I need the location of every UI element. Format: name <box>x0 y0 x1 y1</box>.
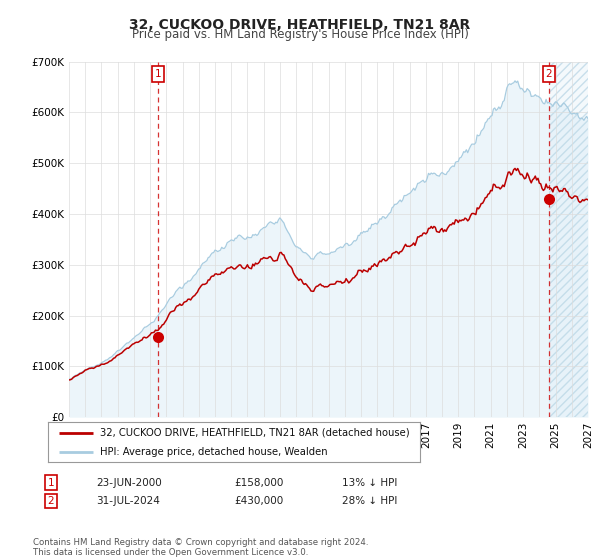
Text: £158,000: £158,000 <box>234 478 283 488</box>
Text: Price paid vs. HM Land Registry's House Price Index (HPI): Price paid vs. HM Land Registry's House … <box>131 28 469 41</box>
Text: 13% ↓ HPI: 13% ↓ HPI <box>342 478 397 488</box>
Text: 1: 1 <box>47 478 55 488</box>
Text: 32, CUCKOO DRIVE, HEATHFIELD, TN21 8AR: 32, CUCKOO DRIVE, HEATHFIELD, TN21 8AR <box>130 18 470 32</box>
Text: 2: 2 <box>47 496 55 506</box>
Text: 31-JUL-2024: 31-JUL-2024 <box>96 496 160 506</box>
Text: 1: 1 <box>154 69 161 79</box>
Text: 32, CUCKOO DRIVE, HEATHFIELD, TN21 8AR (detached house): 32, CUCKOO DRIVE, HEATHFIELD, TN21 8AR (… <box>100 428 410 437</box>
Text: HPI: Average price, detached house, Wealden: HPI: Average price, detached house, Weal… <box>100 447 328 457</box>
Text: Contains HM Land Registry data © Crown copyright and database right 2024.
This d: Contains HM Land Registry data © Crown c… <box>33 538 368 557</box>
Text: 28% ↓ HPI: 28% ↓ HPI <box>342 496 397 506</box>
Text: £430,000: £430,000 <box>234 496 283 506</box>
Text: 23-JUN-2000: 23-JUN-2000 <box>96 478 162 488</box>
Text: 2: 2 <box>545 69 552 79</box>
